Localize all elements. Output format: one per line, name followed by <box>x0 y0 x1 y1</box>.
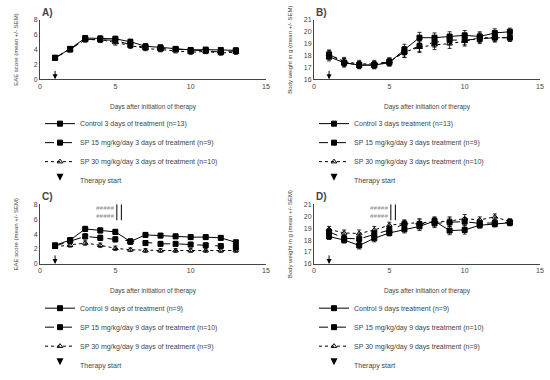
svg-text:15: 15 <box>262 267 270 274</box>
svg-text:20: 20 <box>304 28 312 35</box>
svg-text:SP 15 mg/kg/day 9 days of trea: SP 15 mg/kg/day 9 days of treatment (n=1… <box>80 324 217 332</box>
svg-text:6: 6 <box>34 216 38 223</box>
svg-text:0: 0 <box>34 76 38 83</box>
svg-text:SP 30 mg/kg/day 9 days treatme: SP 30 mg/kg/day 9 days treatment (n=9) <box>354 343 480 351</box>
svg-text:Days after initiation of thera: Days after initiation of therapy <box>110 103 197 111</box>
svg-text:Days after initiation of thera: Days after initiation of therapy <box>384 287 471 295</box>
svg-text:5: 5 <box>113 83 117 90</box>
svg-text:EAE score (mean +/- SEM): EAE score (mean +/- SEM) <box>13 198 19 271</box>
svg-text:SP 30 mg/kg/day 3 days treatme: SP 30 mg/kg/day 3 days treatment (n=10) <box>354 158 484 166</box>
svg-text:21: 21 <box>304 16 312 23</box>
svg-text:A): A) <box>42 7 53 18</box>
svg-text:Therapy start: Therapy start <box>80 177 121 185</box>
svg-text:Therapy start: Therapy start <box>354 362 395 370</box>
svg-text:SP 30 mg/kg/day 9 days of trea: SP 30 mg/kg/day 9 days of treatment (n=9… <box>80 343 214 351</box>
svg-text:17: 17 <box>304 64 312 71</box>
svg-text:17: 17 <box>304 248 312 255</box>
svg-text:Body weight in g (mean +/- SEM: Body weight in g (mean +/- SEM) <box>287 190 293 278</box>
svg-text:SP 30 mg/kg/day 3 days of trea: SP 30 mg/kg/day 3 days of treatment (n=1… <box>80 158 217 166</box>
svg-text:Control 9 days of treatment (n: Control 9 days of treatment (n=9) <box>80 305 183 313</box>
svg-text:0: 0 <box>38 83 42 90</box>
svg-text:5: 5 <box>387 83 391 90</box>
svg-text:2: 2 <box>34 61 38 68</box>
svg-text:Days after initiation of thera: Days after initiation of therapy <box>110 287 197 295</box>
svg-text:Control 3 days treatment (n=13: Control 3 days treatment (n=13) <box>354 120 453 128</box>
svg-text:4: 4 <box>34 46 38 53</box>
svg-text:10: 10 <box>461 83 469 90</box>
svg-text:EAE score (mean +/- SEM): EAE score (mean +/- SEM) <box>13 13 19 86</box>
svg-text:0: 0 <box>312 83 316 90</box>
svg-text:SP 15 mg/kg/day 3 days treatme: SP 15 mg/kg/day 3 days treatment (n=9) <box>354 139 480 147</box>
svg-text:10: 10 <box>461 267 469 274</box>
svg-text:8: 8 <box>34 16 38 23</box>
svg-text:SP 15 mg/kg/day 9 days treatme: SP 15 mg/kg/day 9 days treatment (n=10) <box>354 324 484 332</box>
svg-text:Body weight in g (mean +/- SEM: Body weight in g (mean +/- SEM) <box>287 5 293 93</box>
svg-text:21: 21 <box>304 201 312 208</box>
svg-text:Therapy start: Therapy start <box>80 362 121 370</box>
svg-text:#####: ##### <box>96 213 114 220</box>
svg-text:#####: ##### <box>96 205 114 212</box>
svg-text:SP 15 mg/kg/day 3 days of trea: SP 15 mg/kg/day 3 days of treatment (n=9… <box>80 139 214 147</box>
svg-text:6: 6 <box>34 31 38 38</box>
svg-text:Control 3 days of treatment (n: Control 3 days of treatment (n=13) <box>80 120 187 128</box>
svg-text:15: 15 <box>536 83 544 90</box>
svg-text:20: 20 <box>304 213 312 220</box>
svg-text:19: 19 <box>304 225 312 232</box>
svg-text:Control 9 days treatment (n=9): Control 9 days treatment (n=9) <box>354 305 449 313</box>
svg-text:10: 10 <box>187 83 195 90</box>
svg-text:8: 8 <box>34 201 38 208</box>
svg-text:0: 0 <box>34 260 38 267</box>
svg-text:19: 19 <box>304 40 312 47</box>
svg-text:D): D) <box>316 191 327 202</box>
svg-text:16: 16 <box>304 260 312 267</box>
svg-text:5: 5 <box>387 267 391 274</box>
svg-text:#####: ##### <box>370 213 388 220</box>
svg-text:0: 0 <box>312 267 316 274</box>
svg-text:0: 0 <box>38 267 42 274</box>
svg-text:18: 18 <box>304 237 312 244</box>
svg-text:#####: ##### <box>370 205 388 212</box>
svg-text:B): B) <box>316 7 327 18</box>
svg-text:15: 15 <box>536 267 544 274</box>
svg-text:10: 10 <box>187 267 195 274</box>
svg-text:Therapy start: Therapy start <box>354 177 395 185</box>
svg-text:2: 2 <box>34 245 38 252</box>
svg-text:15: 15 <box>262 83 270 90</box>
svg-text:16: 16 <box>304 76 312 83</box>
svg-text:18: 18 <box>304 52 312 59</box>
svg-text:C): C) <box>42 191 53 202</box>
svg-text:5: 5 <box>113 267 117 274</box>
svg-text:4: 4 <box>34 231 38 238</box>
svg-text:Days after initiation of thera: Days after initiation of therapy <box>384 103 471 111</box>
